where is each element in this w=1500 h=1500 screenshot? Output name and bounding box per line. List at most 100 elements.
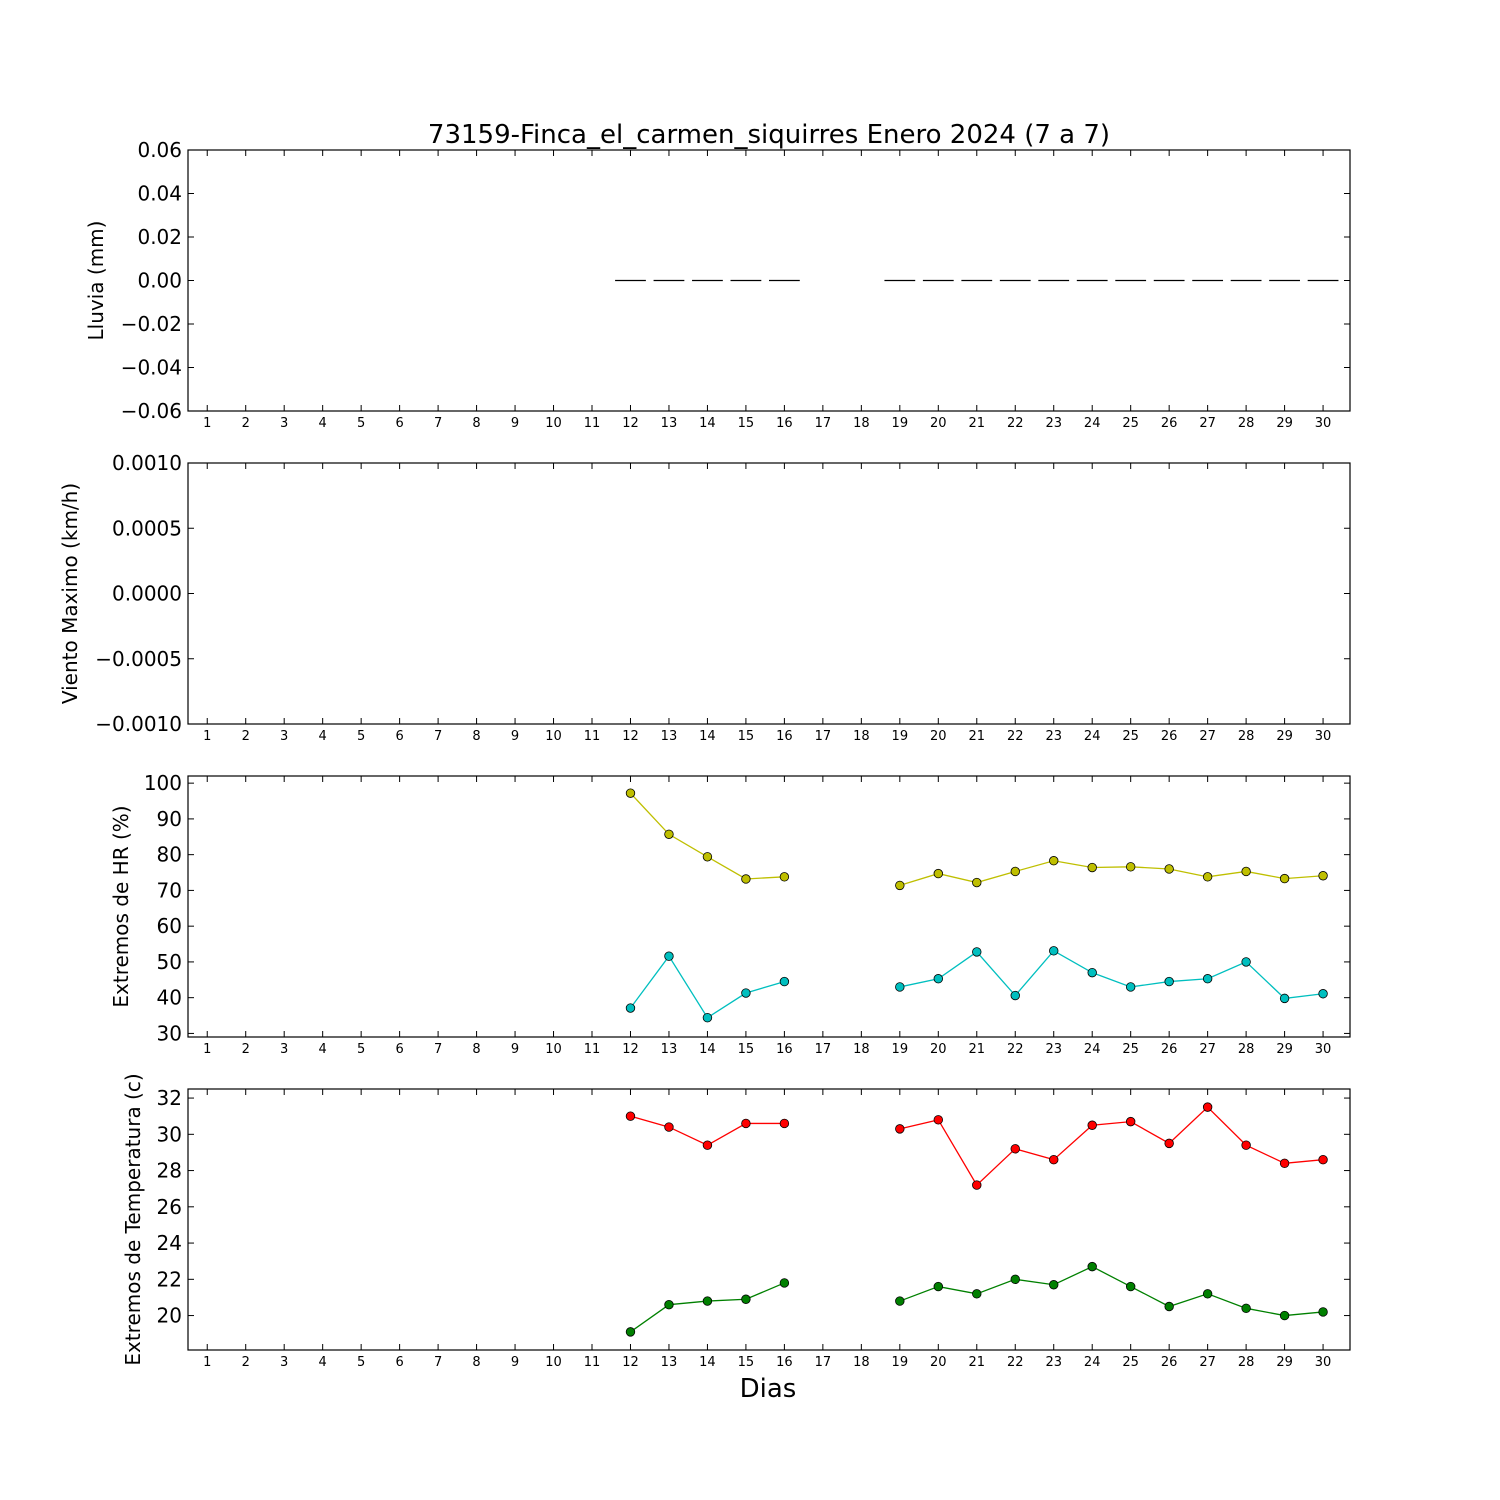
x-tick-label: 22 <box>1007 416 1024 431</box>
x-tick-label: 7 <box>434 1042 442 1057</box>
x-tick-label: 11 <box>584 729 601 744</box>
x-tick-label: 3 <box>280 729 288 744</box>
x-tick-label: 16 <box>776 729 793 744</box>
data-point <box>1241 1140 1251 1150</box>
x-tick-label: 23 <box>1045 1042 1062 1057</box>
y-tick-label: −0.0005 <box>95 647 182 671</box>
x-tick-label: 16 <box>776 1355 793 1370</box>
x-tick-label: 16 <box>776 416 793 431</box>
x-tick-label: 2 <box>242 1042 250 1057</box>
x-tick-label: 15 <box>738 1355 755 1370</box>
data-point <box>1049 1154 1059 1165</box>
x-tick-label: 19 <box>892 729 909 744</box>
x-tick-label: 24 <box>1084 729 1101 744</box>
chart-title: 73159-Finca_el_carmen_siquirres Enero 20… <box>428 120 1110 150</box>
data-point <box>1087 1120 1097 1130</box>
x-tick-label: 20 <box>930 416 947 431</box>
y-axis-label: Lluvia (mm) <box>84 221 108 341</box>
x-tick-label: 8 <box>472 729 480 744</box>
y-tick-label: 70 <box>157 878 182 902</box>
x-tick-label: 12 <box>622 1355 639 1370</box>
data-point <box>972 1289 982 1299</box>
y-tick-label: 24 <box>157 1231 182 1255</box>
x-tick-label: 19 <box>892 416 909 431</box>
x-tick-label: 25 <box>1122 729 1139 744</box>
data-point <box>1202 1102 1213 1112</box>
data-point <box>779 976 790 987</box>
y-tick-label: 0.04 <box>137 182 182 206</box>
x-tick-label: 27 <box>1199 416 1216 431</box>
x-tick-label: 15 <box>738 1042 755 1057</box>
x-tick-label: 26 <box>1161 1042 1178 1057</box>
data-point <box>779 1118 790 1129</box>
x-tick-label: 4 <box>319 1355 327 1370</box>
data-point <box>664 1299 674 1310</box>
y-axis-label: Extremos de Temperatura (c) <box>121 1073 145 1365</box>
x-tick-label: 11 <box>584 1355 601 1370</box>
x-tick-label: 16 <box>776 1042 793 1057</box>
y-tick-label: −0.06 <box>121 399 182 423</box>
x-tick-label: 29 <box>1276 1042 1293 1057</box>
x-tick-label: 24 <box>1084 1042 1101 1057</box>
x-tick-label: 20 <box>930 1355 947 1370</box>
x-tick-label: 22 <box>1007 1042 1024 1057</box>
x-tick-label: 13 <box>661 1042 678 1057</box>
data-point <box>1279 993 1290 1004</box>
y-tick-label: −0.02 <box>121 312 182 336</box>
x-tick-label: 14 <box>699 416 716 431</box>
data-point <box>625 788 636 798</box>
x-axis-label: Dias <box>740 1374 797 1404</box>
data-point <box>664 951 674 961</box>
data-point <box>702 852 713 862</box>
data-point <box>1202 872 1213 882</box>
x-tick-label: 1 <box>203 729 211 744</box>
x-tick-label: 12 <box>622 416 639 431</box>
x-tick-label: 24 <box>1084 416 1101 431</box>
x-tick-label: 8 <box>472 1042 480 1057</box>
x-tick-label: 21 <box>969 1042 986 1057</box>
x-tick-label: 19 <box>892 1355 909 1370</box>
y-tick-label: −0.0010 <box>95 712 182 736</box>
x-tick-label: 18 <box>853 1042 870 1057</box>
x-tick-label: 12 <box>622 1042 639 1057</box>
y-tick-label: 32 <box>157 1086 182 1110</box>
data-point <box>1049 1280 1059 1290</box>
y-tick-label: 50 <box>157 950 182 974</box>
x-tick-label: 8 <box>472 1355 480 1370</box>
data-point <box>1279 873 1290 884</box>
data-point <box>972 877 982 888</box>
x-tick-label: 30 <box>1315 1042 1332 1057</box>
x-tick-label: 10 <box>545 729 562 744</box>
data-point <box>1164 976 1174 987</box>
x-tick-label: 7 <box>434 416 442 431</box>
x-tick-label: 17 <box>815 1355 832 1370</box>
y-tick-label: 0.0010 <box>112 451 182 475</box>
data-point <box>1318 1154 1328 1165</box>
x-tick-label: 15 <box>738 416 755 431</box>
series-line <box>899 860 1324 887</box>
x-tick-label: 6 <box>395 1355 403 1370</box>
y-tick-label: 0.0000 <box>112 582 182 606</box>
x-tick-label: 18 <box>853 1355 870 1370</box>
data-point <box>664 1122 674 1132</box>
data-point <box>1202 974 1213 984</box>
x-tick-label: 8 <box>472 416 480 431</box>
x-tick-label: 9 <box>511 1355 519 1370</box>
data-point <box>1318 1307 1328 1317</box>
x-tick-label: 27 <box>1199 1355 1216 1370</box>
plot-frame <box>187 775 1351 1038</box>
x-tick-label: 13 <box>661 416 678 431</box>
data-point <box>1125 982 1136 992</box>
x-tick-label: 14 <box>699 1042 716 1057</box>
data-point <box>1125 1281 1136 1292</box>
x-tick-label: 15 <box>738 729 755 744</box>
data-point <box>895 880 905 891</box>
x-tick-label: 5 <box>357 416 365 431</box>
x-tick-label: 19 <box>892 1042 909 1057</box>
x-tick-label: 10 <box>545 1042 562 1057</box>
data-point <box>1087 967 1097 978</box>
x-tick-label: 5 <box>357 1355 365 1370</box>
